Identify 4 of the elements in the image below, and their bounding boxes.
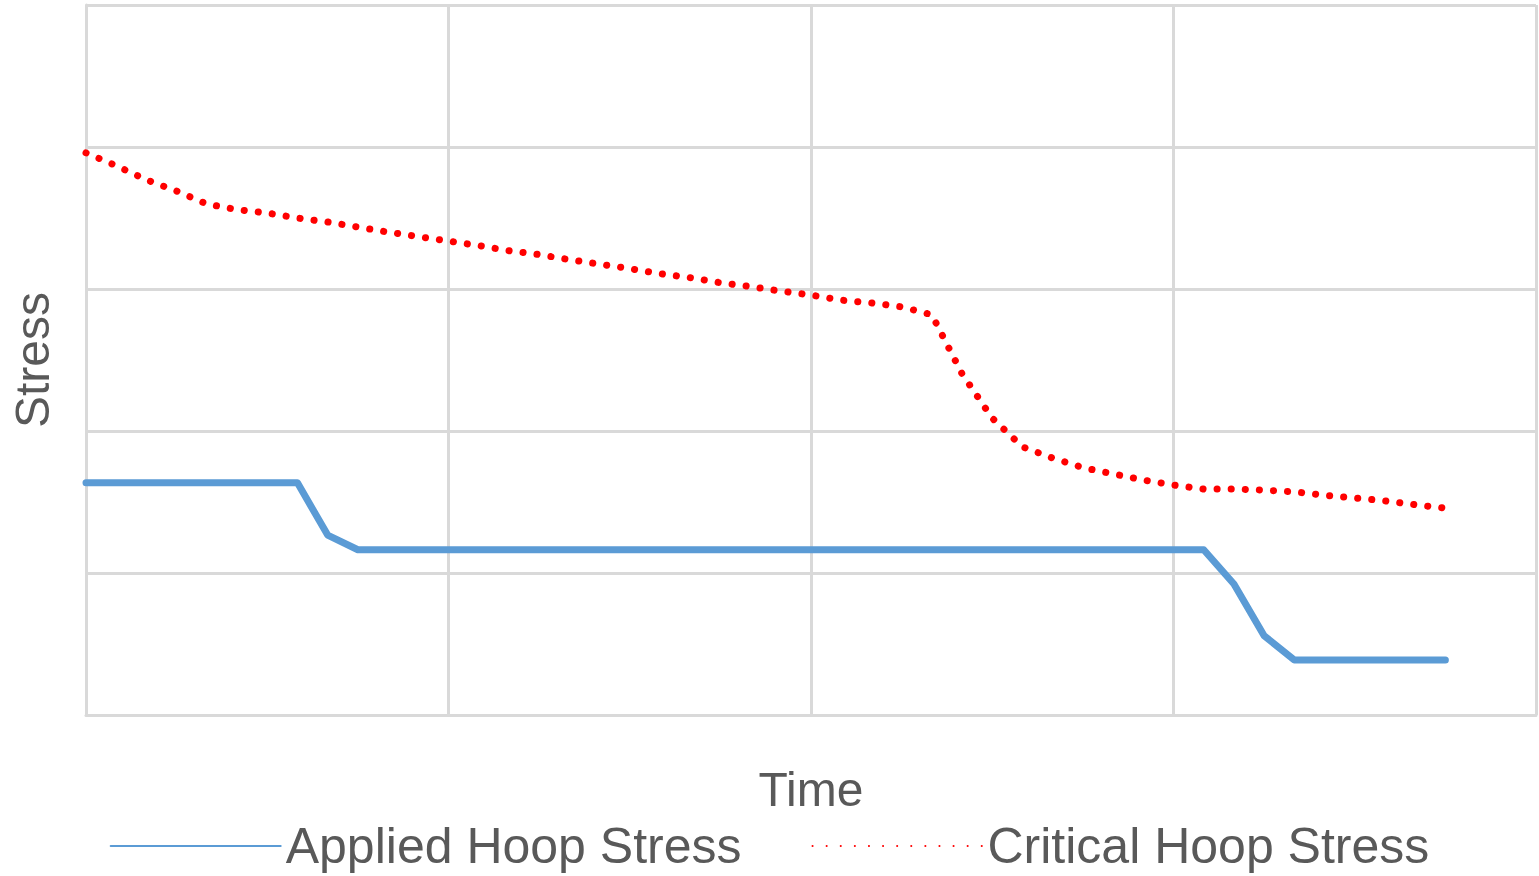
legend-label: Critical Hoop Stress [987, 818, 1430, 874]
x-axis-title: Time [758, 762, 864, 816]
y-axis-title: Stress [5, 291, 59, 429]
legend-label: Applied Hoop Stress [285, 818, 742, 874]
